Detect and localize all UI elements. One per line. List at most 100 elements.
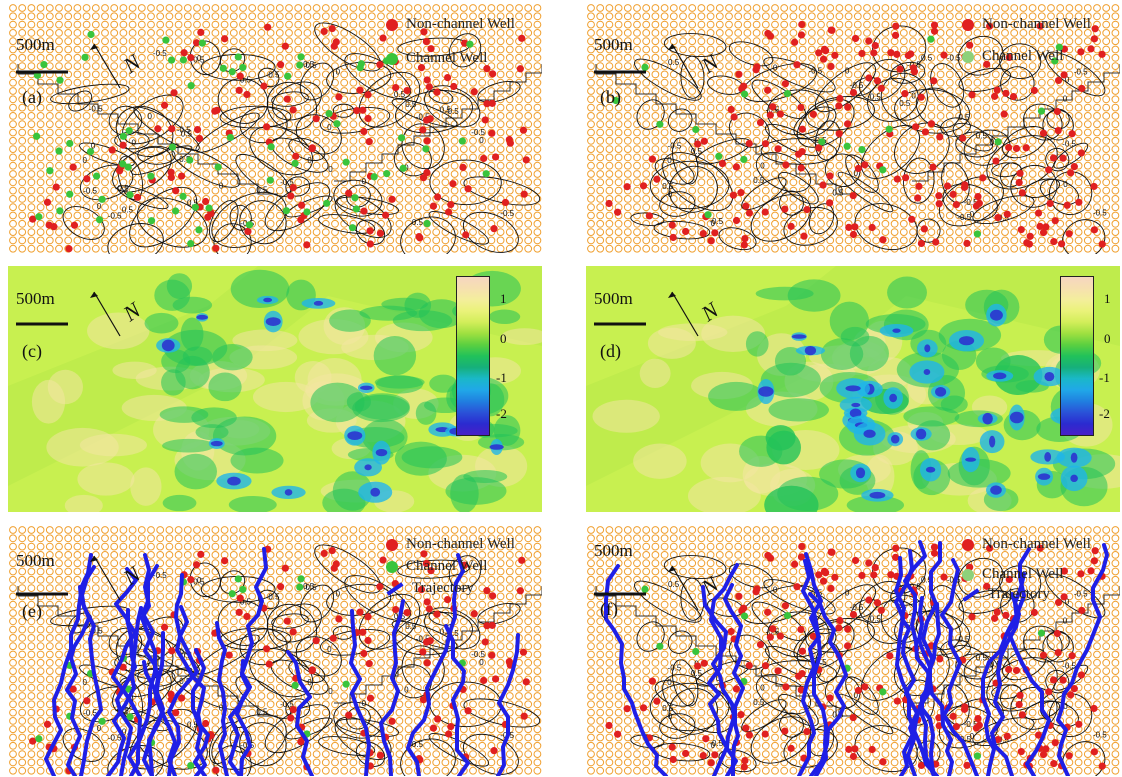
legend-non-channel-label: Non-channel Well xyxy=(982,536,1091,552)
contour-line xyxy=(344,575,411,621)
contour-label: 0 xyxy=(1065,76,1070,85)
heat-mid-patch xyxy=(329,309,371,332)
heat-mid-patch xyxy=(228,495,277,512)
non-channel-well xyxy=(1065,230,1073,238)
non-channel-well xyxy=(645,212,653,220)
non-channel-well xyxy=(1034,731,1043,739)
non-channel-well xyxy=(488,99,496,107)
contour-line xyxy=(858,58,906,101)
non-channel-well xyxy=(379,556,387,564)
trajectory-line xyxy=(797,552,823,776)
non-channel-well xyxy=(877,606,885,614)
non-channel-well xyxy=(935,192,943,200)
contour-label: 0 xyxy=(668,190,673,199)
non-channel-well xyxy=(699,229,707,238)
non-channel-well xyxy=(820,567,829,575)
legend-non-channel-label: Non-channel Well xyxy=(982,16,1091,32)
non-channel-well xyxy=(994,735,1002,744)
non-channel-well xyxy=(320,27,328,36)
contour-label: -0.5 xyxy=(500,209,514,218)
non-channel-well xyxy=(827,62,835,71)
non-channel-well xyxy=(1017,226,1025,234)
contour-line xyxy=(940,117,971,137)
contour-label: 0.5 xyxy=(305,583,317,592)
non-channel-well xyxy=(427,567,435,575)
legend-non-channel: Non-channel Well xyxy=(962,536,1091,553)
trajectory-line xyxy=(79,565,103,776)
non-channel-well xyxy=(761,730,769,738)
non-channel-well xyxy=(265,660,273,668)
panel-c: N 500m (c) 1 0 -1 -2 xyxy=(8,266,542,512)
contour-label: -0.5 xyxy=(108,211,122,220)
channel-well xyxy=(656,642,664,650)
contour-line xyxy=(767,89,830,136)
contour-line xyxy=(718,227,757,251)
contour-label: 0 xyxy=(336,589,341,598)
trajectory-line xyxy=(1056,543,1109,776)
non-channel-well xyxy=(1098,762,1106,770)
non-channel-well xyxy=(851,745,859,753)
non-channel-well xyxy=(827,584,835,593)
contour-line xyxy=(358,71,421,128)
non-channel-well xyxy=(462,231,470,239)
non-channel-well xyxy=(119,663,127,671)
contour-line xyxy=(1048,171,1093,215)
contour-line xyxy=(999,43,1042,80)
non-channel-well xyxy=(1054,76,1063,85)
channel-well xyxy=(296,61,304,69)
non-channel-well xyxy=(518,34,526,42)
channel-well xyxy=(641,63,649,71)
non-channel-well xyxy=(303,241,311,249)
non-channel-well xyxy=(699,751,707,760)
non-channel-well xyxy=(488,70,497,78)
channel-well xyxy=(119,160,127,168)
non-channel-well xyxy=(434,193,442,201)
non-channel-well xyxy=(870,571,878,579)
channel-well xyxy=(692,647,700,656)
channel-well xyxy=(119,132,127,140)
contour-line xyxy=(333,179,383,217)
non-channel-well xyxy=(1054,598,1063,607)
non-channel-well xyxy=(1068,130,1076,138)
non-channel-well xyxy=(168,647,176,655)
non-channel-well xyxy=(376,751,385,759)
non-channel-well xyxy=(1067,691,1075,699)
channel-well xyxy=(33,132,41,140)
legend-channel-label: Channel Well xyxy=(406,50,488,66)
non-channel-well xyxy=(979,174,987,182)
non-channel-well xyxy=(1015,700,1023,709)
heat-lowest-patch xyxy=(791,334,807,339)
non-channel-well xyxy=(798,647,807,655)
trajectory-line xyxy=(379,599,405,776)
panel-label-b: (b) xyxy=(600,87,621,107)
channel-well xyxy=(885,125,893,133)
non-channel-well xyxy=(782,161,790,169)
non-channel-well xyxy=(735,592,743,600)
non-channel-well xyxy=(908,215,916,223)
contour-label: 0 xyxy=(854,169,859,178)
heat-lowest-patch xyxy=(263,297,273,303)
non-channel-well xyxy=(605,721,613,730)
non-channel-well xyxy=(921,128,930,136)
non-channel-well xyxy=(429,202,438,210)
channel-well xyxy=(352,205,360,213)
non-channel-well xyxy=(781,727,789,735)
non-channel-well xyxy=(774,145,782,153)
contour-line xyxy=(728,563,774,589)
non-channel-well xyxy=(388,717,396,725)
non-channel-well xyxy=(952,200,960,209)
heat-mid-patch xyxy=(418,299,465,329)
non-channel-well xyxy=(968,613,976,621)
non-channel-well xyxy=(797,103,805,112)
heat-mid-patch xyxy=(354,393,410,420)
contour-line xyxy=(941,162,970,204)
contour-label: -0.5 xyxy=(240,741,254,750)
non-channel-well xyxy=(483,622,491,630)
contour-label: 0.5 xyxy=(187,721,199,730)
colorbar-tick: 0 xyxy=(500,331,507,346)
contour-line xyxy=(764,645,821,679)
heat-lowest-patch xyxy=(1037,473,1051,480)
channel-well xyxy=(167,56,176,64)
contour-line xyxy=(1045,573,1106,619)
channel-well xyxy=(245,221,254,229)
